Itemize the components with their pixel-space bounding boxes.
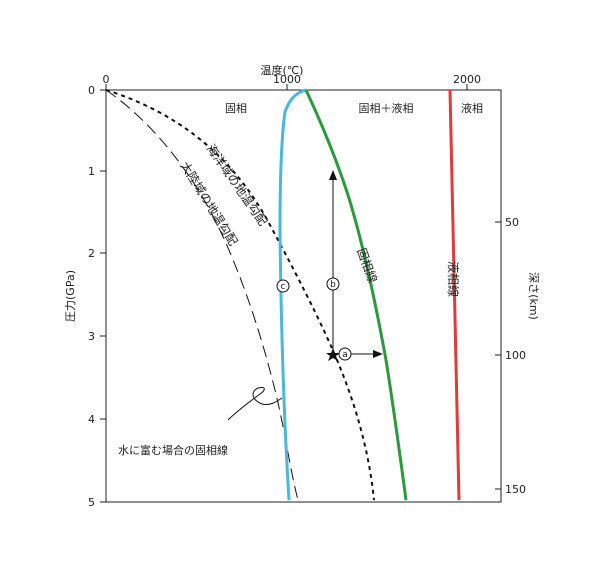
top-axis-title: 温度(℃) bbox=[261, 63, 304, 77]
depth-tick-50: 50 bbox=[505, 216, 519, 229]
left-axis-label: 圧力(GPa) bbox=[64, 270, 77, 322]
right-ticks bbox=[495, 221, 501, 490]
y-tick-1: 1 bbox=[88, 165, 95, 178]
liquidus-label: 液相線 bbox=[446, 261, 461, 297]
marker-a-label: a bbox=[342, 350, 348, 360]
left-ticks bbox=[100, 89, 106, 503]
arrow-a-head bbox=[373, 350, 383, 358]
marker-c-label: c bbox=[281, 282, 286, 292]
continental-geotherm-curve bbox=[105, 89, 299, 501]
y-tick-0: 0 bbox=[88, 84, 95, 97]
marker-c-circle bbox=[276, 279, 290, 293]
oceanic-geotherm-curve bbox=[105, 89, 375, 501]
top-ticks bbox=[105, 84, 468, 90]
x-tick-2000: 2000 bbox=[453, 73, 481, 86]
depth-tick-100: 100 bbox=[505, 349, 526, 362]
arrow-b-head bbox=[329, 170, 337, 180]
region-liquid-label: 液相 bbox=[461, 101, 483, 115]
liquidus-curve bbox=[448, 89, 461, 501]
wet-solidus-leader bbox=[227, 387, 283, 421]
depth-tick-150: 150 bbox=[505, 483, 526, 496]
plot-frame bbox=[105, 89, 502, 503]
marker-b-label: b bbox=[330, 280, 336, 290]
y-tick-2: 2 bbox=[88, 247, 95, 260]
right-axis-label: 深さ(km) bbox=[527, 272, 540, 320]
wet-solidus-curve bbox=[278, 88, 307, 501]
solidus-curve bbox=[304, 89, 408, 501]
y-tick-3: 3 bbox=[88, 330, 95, 343]
y-tick-5: 5 bbox=[88, 496, 95, 509]
y-tick-4: 4 bbox=[88, 413, 95, 426]
region-solid-label: 固相 bbox=[225, 102, 247, 115]
marker-a-circle bbox=[338, 347, 352, 361]
x-tick-0: 0 bbox=[103, 73, 110, 86]
marker-b-circle bbox=[326, 277, 340, 291]
region-solid-liquid-label: 固相＋液相 bbox=[359, 101, 414, 115]
x-tick-1000: 1000 bbox=[273, 73, 301, 86]
solidus-label: 固相線 bbox=[354, 246, 380, 285]
wet-solidus-label: 水に富む場合の固相線 bbox=[118, 443, 228, 457]
